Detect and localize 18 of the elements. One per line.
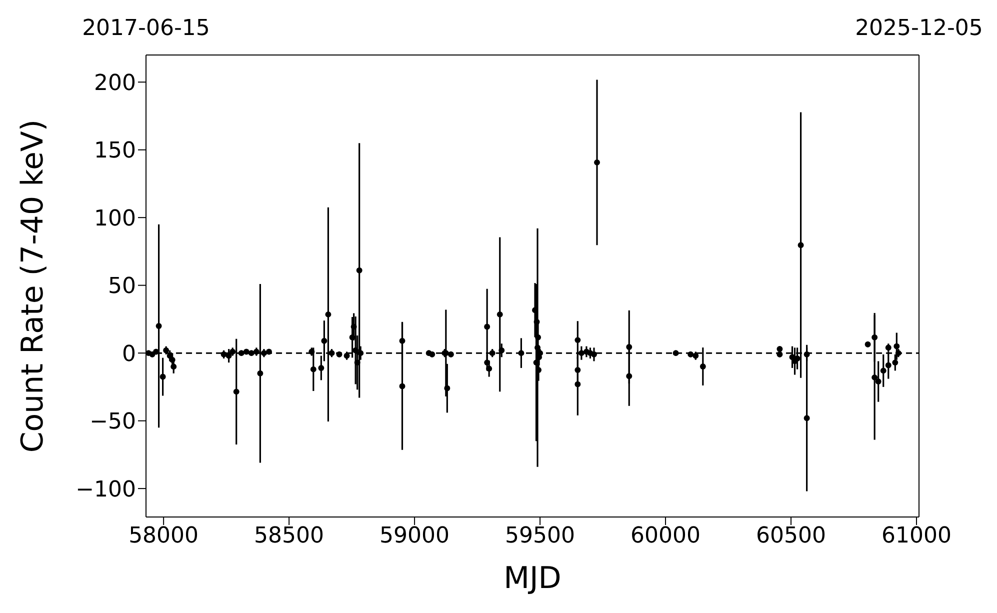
y-tick-label: −50 <box>90 410 136 435</box>
x-tick-label: 58500 <box>254 524 324 549</box>
y-tick-label: 100 <box>94 206 136 232</box>
y-tick-label: −100 <box>76 477 136 502</box>
y-tick-label: 50 <box>108 274 136 300</box>
y-axis-title: Count Rate (7-40 keV) <box>16 119 51 453</box>
x-tick-label: 60000 <box>630 524 701 549</box>
x-axis-title: MJD <box>504 561 562 596</box>
x-tick-label: 59500 <box>505 524 576 549</box>
x2-tick-label: 2025-12-05 <box>855 16 983 41</box>
x2-tick-label: 2017-06-15 <box>82 16 210 41</box>
x-tick-label: 60500 <box>756 524 826 549</box>
y-tick-label: 0 <box>122 342 136 367</box>
y-tick-label: 200 <box>94 70 136 96</box>
x-tick-label: 58000 <box>128 524 199 549</box>
x-tick-label: 61000 <box>881 524 952 549</box>
x-tick-label: 59000 <box>380 524 450 549</box>
y-tick-label: 150 <box>94 138 136 164</box>
